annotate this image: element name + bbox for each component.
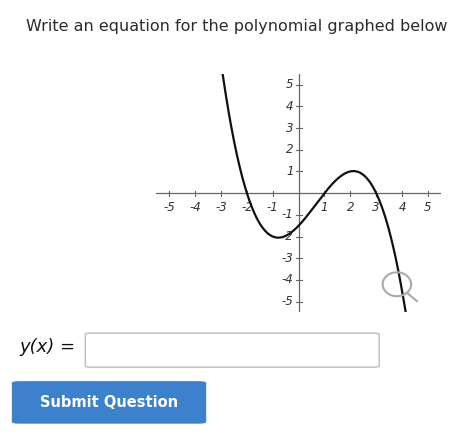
Text: 2: 2 bbox=[346, 201, 354, 214]
Text: Write an equation for the polynomial graphed below: Write an equation for the polynomial gra… bbox=[26, 19, 448, 33]
Text: -4: -4 bbox=[189, 201, 201, 214]
Text: 1: 1 bbox=[321, 201, 328, 214]
Text: 4: 4 bbox=[286, 100, 293, 113]
Text: y(x) =: y(x) = bbox=[19, 338, 75, 355]
Text: -3: -3 bbox=[215, 201, 227, 214]
Text: -1: -1 bbox=[282, 208, 293, 221]
Text: -5: -5 bbox=[282, 295, 293, 308]
Text: Submit Question: Submit Question bbox=[40, 395, 178, 410]
Text: 3: 3 bbox=[286, 122, 293, 135]
Text: -4: -4 bbox=[282, 273, 293, 286]
Text: 1: 1 bbox=[286, 165, 293, 178]
Text: 2: 2 bbox=[286, 143, 293, 156]
Text: 5: 5 bbox=[424, 201, 432, 214]
Text: 5: 5 bbox=[286, 78, 293, 91]
Text: -1: -1 bbox=[267, 201, 279, 214]
Text: -2: -2 bbox=[282, 230, 293, 243]
FancyBboxPatch shape bbox=[12, 381, 206, 424]
FancyBboxPatch shape bbox=[85, 333, 379, 367]
Text: -5: -5 bbox=[164, 201, 175, 214]
Text: 4: 4 bbox=[398, 201, 406, 214]
Text: -3: -3 bbox=[282, 252, 293, 265]
Text: -2: -2 bbox=[241, 201, 253, 214]
Text: 3: 3 bbox=[373, 201, 380, 214]
